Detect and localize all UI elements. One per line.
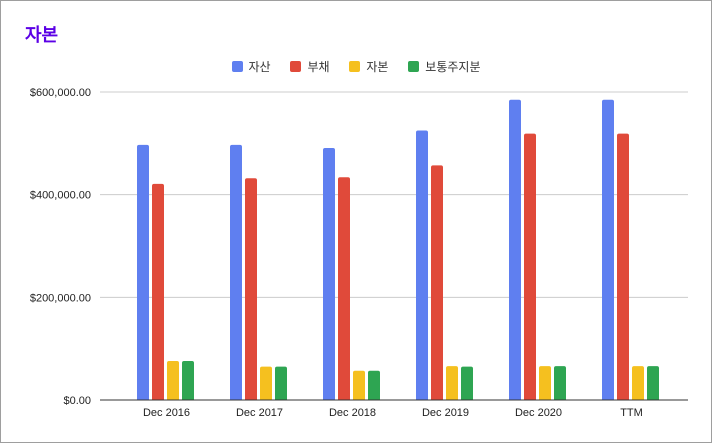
bar: [182, 360, 194, 400]
bar: [245, 178, 257, 400]
legend-label-common-equity: 보통주지분: [425, 60, 481, 74]
bar: [554, 366, 566, 400]
bar: [167, 360, 179, 400]
y-tick-label: $0.00: [63, 395, 91, 407]
legend-item-equity: 자본: [349, 58, 388, 75]
bar: [152, 183, 164, 400]
bar: [431, 165, 443, 400]
x-tick-label: Dec 2018: [329, 407, 376, 419]
legend-swatch-common-equity: [408, 61, 420, 72]
bar: [230, 144, 242, 400]
bar: [524, 133, 536, 400]
bar: [461, 366, 473, 400]
legend-item-assets: 자산: [231, 58, 271, 75]
bar: [353, 370, 365, 400]
y-tick-label: $200,000.00: [30, 292, 91, 304]
x-tick-label: TTM: [620, 407, 643, 419]
legend-swatch-liabilities: [290, 61, 302, 72]
legend-item-liabilities: 부채: [290, 58, 330, 75]
legend-swatch-equity: [349, 61, 361, 72]
bar: [539, 366, 551, 400]
bar: [446, 366, 458, 400]
bar: [260, 366, 272, 400]
chart-legend: 자산 부채 자본 보통주지분: [0, 58, 712, 75]
legend-label-assets: 자산: [248, 60, 271, 74]
x-tick-label: Dec 2020: [515, 407, 562, 419]
chart-title: 자본: [25, 25, 59, 46]
bar: [323, 147, 335, 400]
x-tick-label: Dec 2016: [143, 407, 190, 419]
bar: [368, 370, 380, 400]
legend-label-liabilities: 부채: [307, 60, 330, 74]
y-tick-label: $400,000.00: [30, 190, 91, 202]
bar: [275, 366, 287, 400]
y-tick-label: $600,000.00: [30, 87, 91, 99]
x-tick-label: Dec 2019: [422, 407, 469, 419]
bar: [632, 366, 644, 400]
bar: [416, 130, 428, 400]
bar: [647, 366, 659, 400]
bar: [617, 133, 629, 400]
legend-swatch-assets: [231, 61, 243, 72]
x-tick-label: Dec 2017: [236, 407, 283, 419]
bar: [509, 99, 521, 400]
bar: [338, 177, 350, 400]
bar: [602, 99, 614, 400]
bar: [137, 144, 149, 400]
legend-label-equity: 자본: [366, 60, 389, 74]
legend-item-common-equity: 보통주지분: [408, 58, 480, 75]
